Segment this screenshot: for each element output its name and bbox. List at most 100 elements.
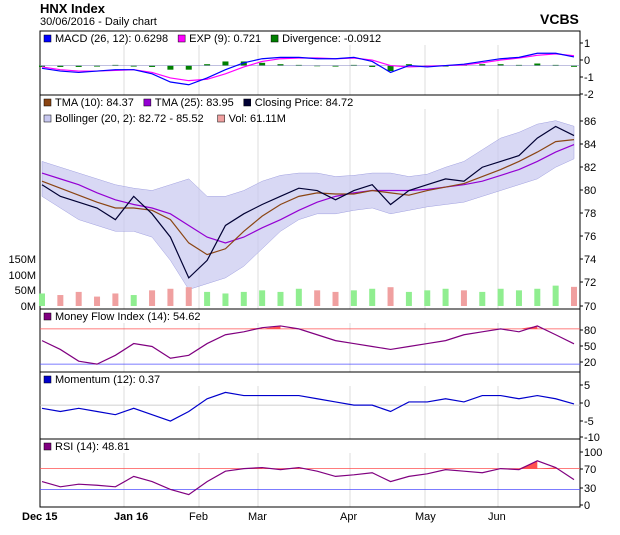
volume-bar (571, 286, 577, 306)
y-tick-label: -10 (584, 432, 600, 444)
volume-bar (314, 290, 321, 306)
divergence-bar (204, 64, 211, 66)
volume-bar (94, 296, 101, 306)
divergence-bar (39, 65, 45, 67)
divergence-bar (149, 65, 156, 67)
legend-swatch (243, 98, 251, 107)
divergence-bar (57, 65, 64, 67)
volume-bar (167, 288, 174, 306)
x-axis-label: May (415, 511, 436, 523)
volume-bar (552, 285, 559, 306)
legend-label: MACD (26, 12): 0.6298 (55, 33, 168, 45)
y-tick-label: 5 (584, 380, 590, 392)
legend-label: TMA (25): 83.95 (155, 97, 234, 109)
volume-bar (387, 287, 394, 306)
volume-bar (39, 293, 45, 306)
x-axis-label: Jan 16 (114, 511, 148, 523)
y-tick-label: 20 (584, 357, 596, 369)
legend-swatch (43, 375, 52, 384)
legend-swatch (43, 312, 52, 321)
legend-swatch (177, 34, 186, 43)
volume-bar (497, 288, 504, 306)
legend-swatch (43, 98, 52, 107)
macd-line (41, 52, 575, 86)
legend-swatch (270, 34, 279, 43)
volume-bar (130, 295, 137, 306)
legend-label: Vol: 61.11M (229, 113, 286, 125)
volume-tick-label: 0M (21, 301, 36, 313)
divergence-bar (75, 65, 82, 67)
y-tick-label: 1 (584, 38, 590, 50)
y-tick-label: 86 (584, 116, 596, 128)
y-tick-label: -2 (584, 89, 594, 101)
divergence-bar (369, 65, 376, 67)
y-tick-label: 70 (584, 464, 596, 476)
y-tick-label: 78 (584, 208, 596, 220)
legend-label: Bollinger (20, 2): 82.72 - 85.52 (55, 113, 204, 125)
divergence-bar (497, 64, 504, 66)
legend-swatch (217, 114, 225, 123)
legend-label: TMA (10): 84.37 (55, 97, 134, 109)
y-tick-label: 0 (584, 55, 590, 67)
divergence-bar (515, 64, 522, 66)
divergence-bar (167, 65, 174, 70)
legend-label: Closing Price: 84.72 (255, 97, 353, 109)
volume-bar (149, 290, 156, 306)
volume-bar (222, 293, 229, 306)
volume-bar (332, 291, 339, 306)
volume-bar (295, 288, 302, 306)
volume-bar (405, 291, 412, 306)
divergence-bar (94, 65, 101, 67)
volume-bar (479, 291, 486, 306)
chart-title: HNX Index (40, 1, 106, 16)
brand-label: VCBS (540, 11, 579, 27)
legend-label: Money Flow Index (14): 54.62 (55, 311, 201, 323)
legend-label: EXP (9): 0.721 (189, 33, 261, 45)
divergence-bar (534, 63, 541, 66)
x-axis-label: Apr (340, 511, 357, 523)
divergence-bar (222, 61, 229, 66)
divergence-bar (479, 64, 486, 66)
volume-tick-label: 100M (8, 270, 36, 282)
y-tick-label: -5 (584, 416, 594, 428)
indicator-line (41, 460, 575, 496)
y-tick-label: 80 (584, 185, 596, 197)
legend-swatch (43, 34, 52, 43)
divergence-bar (112, 64, 119, 66)
divergence-bar (185, 65, 192, 70)
y-tick-label: 80 (584, 325, 596, 337)
volume-bar (75, 291, 82, 306)
divergence-bar (332, 65, 339, 67)
legend-swatch (43, 442, 52, 451)
chart-subtitle: 30/06/2016 - Daily chart (40, 16, 157, 28)
legend-label: Momentum (12): 0.37 (55, 374, 160, 386)
volume-bar (460, 290, 467, 306)
overbought-fill (518, 325, 538, 329)
indicator-line (41, 391, 575, 422)
divergence-bar (405, 64, 412, 66)
volume-bar (277, 291, 284, 306)
volume-bar (112, 293, 119, 306)
y-tick-label: 76 (584, 231, 596, 243)
tma25-line (41, 143, 575, 244)
y-tick-label: 70 (584, 301, 596, 313)
volume-tick-label: 150M (8, 254, 36, 266)
legend-swatch (43, 114, 52, 123)
volume-bar (185, 287, 192, 306)
y-tick-label: 84 (584, 139, 596, 151)
volume-bar (240, 291, 247, 306)
y-tick-label: 74 (584, 254, 596, 266)
bollinger-band (41, 120, 575, 290)
y-tick-label: 82 (584, 162, 596, 174)
volume-bar (515, 290, 522, 306)
y-tick-label: 50 (584, 341, 596, 353)
indicator-line (41, 325, 575, 365)
divergence-bar (314, 65, 321, 67)
divergence-bar (240, 61, 247, 66)
volume-bar (442, 288, 449, 306)
volume-bar (424, 290, 431, 306)
divergence-bar (259, 62, 266, 66)
x-axis-label: Dec 15 (22, 511, 57, 523)
volume-bar (350, 290, 357, 306)
